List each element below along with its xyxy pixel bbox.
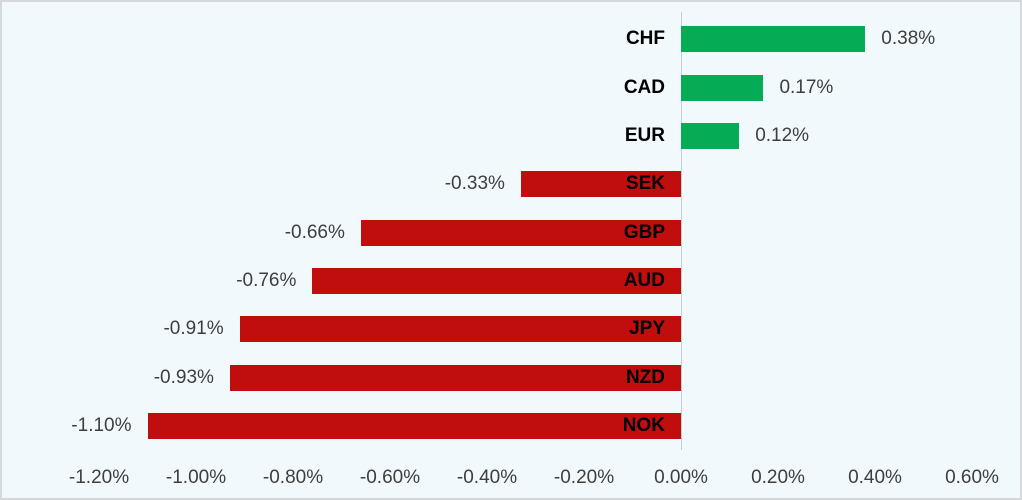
x-axis-tick-label: 0.60%	[945, 467, 999, 488]
value-label-aud: -0.76%	[236, 269, 297, 291]
value-label-chf: 0.38%	[881, 28, 936, 50]
bar-nzd	[229, 364, 681, 391]
category-label-cad: CAD	[623, 76, 665, 98]
x-axis-tick-label: 0.00%	[654, 467, 708, 488]
value-label-eur: 0.12%	[755, 124, 810, 146]
bar-gbp	[360, 219, 681, 246]
value-label-cad: 0.17%	[779, 76, 834, 98]
x-axis-tick-label: -0.80%	[262, 467, 324, 488]
category-label-eur: EUR	[624, 124, 665, 146]
bar-sek	[520, 171, 681, 198]
bar-nok	[147, 412, 681, 439]
x-axis-tick-label: -1.00%	[165, 467, 227, 488]
bar-chf	[681, 26, 866, 53]
category-label-sek: SEK	[625, 173, 665, 195]
bar-jpy	[239, 316, 681, 343]
category-label-gbp: GBP	[623, 221, 665, 243]
x-axis-tick-label: 0.40%	[848, 467, 902, 488]
value-label-nzd: -0.93%	[153, 366, 214, 388]
x-axis-tick-label: -1.20%	[68, 467, 130, 488]
x-axis-tick-label: -0.20%	[553, 467, 615, 488]
value-label-nok: -1.10%	[71, 414, 132, 436]
value-label-sek: -0.33%	[444, 173, 505, 195]
bar-aud	[312, 267, 681, 294]
value-label-gbp: -0.66%	[284, 221, 345, 243]
bar-cad	[681, 74, 764, 101]
category-label-nok: NOK	[622, 414, 665, 436]
category-label-aud: AUD	[623, 269, 665, 291]
x-axis-tick-label: -0.40%	[456, 467, 518, 488]
zero-axis-line	[681, 12, 682, 450]
category-label-chf: CHF	[625, 28, 665, 50]
x-axis-tick-label: -0.60%	[359, 467, 421, 488]
bar-eur	[681, 122, 740, 149]
category-label-nzd: NZD	[625, 366, 665, 388]
category-label-jpy: JPY	[629, 318, 665, 340]
value-label-jpy: -0.91%	[163, 318, 224, 340]
x-axis-tick-label: 0.20%	[751, 467, 805, 488]
